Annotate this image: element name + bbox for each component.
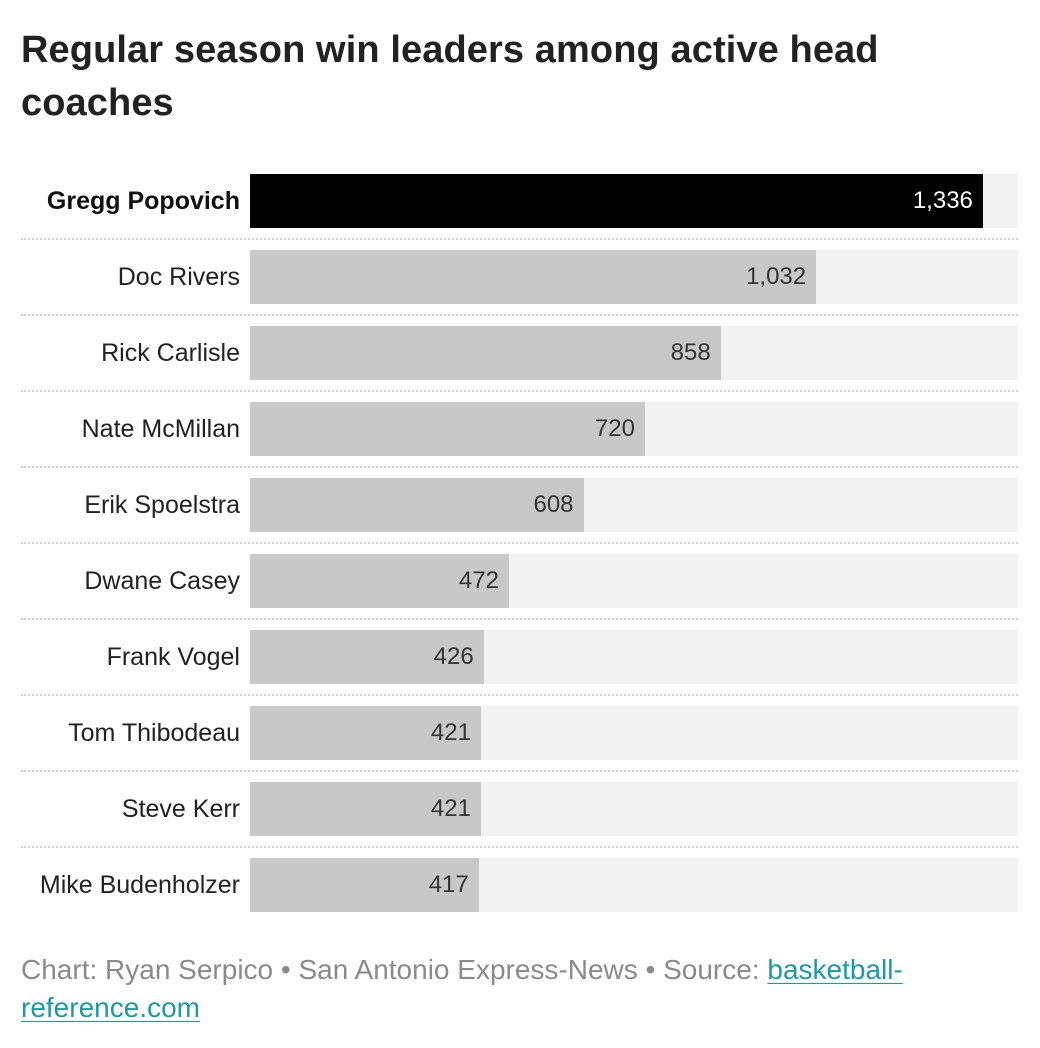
bar-value-label: 426 [433, 643, 474, 670]
bar-value-label: 858 [670, 339, 711, 366]
bar: 472 [250, 554, 509, 608]
row-divider [21, 618, 1018, 620]
chart-footer: Chart: Ryan Serpico • San Antonio Expres… [21, 951, 1011, 1027]
row-divider [21, 846, 1018, 848]
bar-row: Dwane Casey 472 [21, 553, 1018, 629]
bar-track: 472 [250, 554, 1018, 608]
category-label: Gregg Popovich [46, 187, 240, 215]
bar: 1,336 [250, 174, 983, 228]
footer-credit: Chart: Ryan Serpico • San Antonio Expres… [21, 954, 768, 985]
chart-title: Regular season win leaders among active … [21, 29, 879, 124]
category-label: Dwane Casey [84, 567, 240, 595]
bar-row: Doc Rivers 1,032 [21, 249, 1018, 325]
bar-value-label: 421 [430, 719, 471, 746]
bar-value-label: 472 [458, 567, 499, 594]
bar-row: Erik Spoelstra 608 [21, 477, 1018, 553]
bar-track: 1,336 [250, 174, 1018, 228]
bar-track: 421 [250, 782, 1018, 836]
category-label: Doc Rivers [117, 263, 240, 291]
row-divider [21, 770, 1018, 772]
source-link[interactable]: basketball-reference.com [21, 954, 903, 1023]
row-divider [21, 466, 1018, 468]
category-label: Rick Carlisle [101, 339, 240, 367]
category-label: Frank Vogel [106, 643, 240, 671]
bar-row: Nate McMillan 720 [21, 401, 1018, 477]
bar-track: 421 [250, 706, 1018, 760]
bar-value-label: 1,032 [746, 263, 807, 290]
bar: 858 [250, 326, 721, 380]
bar: 421 [250, 706, 481, 760]
bar-row: Steve Kerr 421 [21, 781, 1018, 857]
category-label: Erik Spoelstra [84, 491, 240, 519]
category-label: Steve Kerr [121, 795, 240, 823]
bar-value-label: 1,336 [912, 187, 973, 214]
bar: 417 [250, 858, 479, 912]
bar-row: Frank Vogel 426 [21, 629, 1018, 705]
bar-row: Rick Carlisle 858 [21, 325, 1018, 401]
bar-row: Tom Thibodeau 421 [21, 705, 1018, 781]
row-divider [21, 542, 1018, 544]
bar-value-label: 417 [428, 871, 469, 898]
category-label: Nate McMillan [81, 415, 240, 443]
bar: 608 [250, 478, 584, 532]
bar: 421 [250, 782, 481, 836]
row-divider [21, 390, 1018, 392]
bar-track: 1,032 [250, 250, 1018, 304]
bar: 426 [250, 630, 484, 684]
bar-value-label: 720 [594, 415, 635, 442]
bar-track: 720 [250, 402, 1018, 456]
bar: 1,032 [250, 250, 817, 304]
bar: 720 [250, 402, 645, 456]
category-label: Mike Budenholzer [39, 871, 240, 899]
row-divider [21, 238, 1018, 240]
bar-row: Mike Budenholzer 417 [21, 857, 1018, 933]
bar-track: 426 [250, 630, 1018, 684]
bar-value-label: 608 [533, 491, 574, 518]
row-divider [21, 314, 1018, 316]
bar-row: Gregg Popovich 1,336 [21, 173, 1018, 249]
row-divider [21, 694, 1018, 696]
bar-value-label: 421 [430, 795, 471, 822]
bar-track: 417 [250, 858, 1018, 912]
bar-track: 858 [250, 326, 1018, 380]
bar-track: 608 [250, 478, 1018, 532]
category-label: Tom Thibodeau [68, 719, 240, 747]
